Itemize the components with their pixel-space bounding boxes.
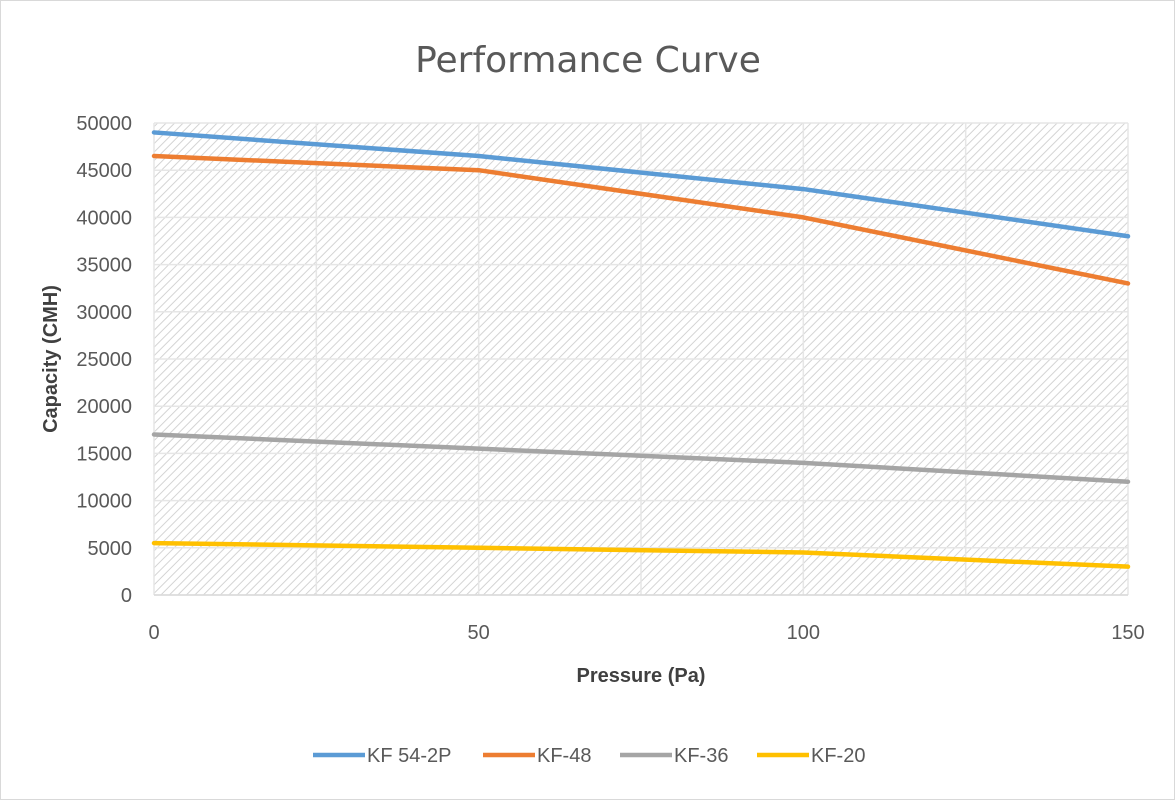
x-axis-ticks: 0 50 100 150: [148, 622, 1144, 644]
x-tick-label: 50: [468, 622, 490, 644]
y-tick-label: 15000: [76, 443, 132, 465]
x-tick-label: 100: [787, 622, 820, 644]
legend-label: KF-20: [811, 745, 865, 767]
y-tick-label: 20000: [76, 396, 132, 418]
series-line-kf-54-2p: [151, 130, 1131, 239]
series-line-kf-36: [151, 432, 1131, 484]
x-tick-label: 0: [148, 622, 159, 644]
y-tick-label: 25000: [76, 349, 132, 371]
legend-label: KF 54-2P: [367, 745, 451, 767]
gridlines: [153, 122, 1129, 596]
y-tick-label: 0: [121, 585, 132, 607]
y-tick-label: 35000: [76, 255, 132, 277]
y-tick-label: 10000: [76, 491, 132, 513]
y-axis-ticks: 0 5000 10000 15000 20000 25000 30000 35000 40000…: [76, 113, 132, 607]
legend-label: KF-48: [537, 745, 591, 767]
legend-label: KF-36: [674, 745, 728, 767]
y-tick-label: 40000: [76, 207, 132, 229]
y-tick-label: 5000: [88, 538, 133, 560]
chart-title: Performance Curve: [415, 40, 761, 81]
y-tick-label: 45000: [76, 160, 132, 182]
y-axis-title: Capacity (CMH): [40, 285, 62, 433]
legend: KF 54-2P KF-48 KF-36 KF-20: [313, 745, 865, 767]
series-line-kf-20: [151, 540, 1131, 569]
series-line-kf-48: [151, 153, 1131, 286]
x-axis-title: Pressure (Pa): [577, 665, 706, 687]
y-tick-label: 50000: [76, 113, 132, 135]
y-tick-label: 30000: [76, 302, 132, 324]
x-tick-label: 150: [1111, 622, 1144, 644]
series-group: [151, 130, 1131, 569]
